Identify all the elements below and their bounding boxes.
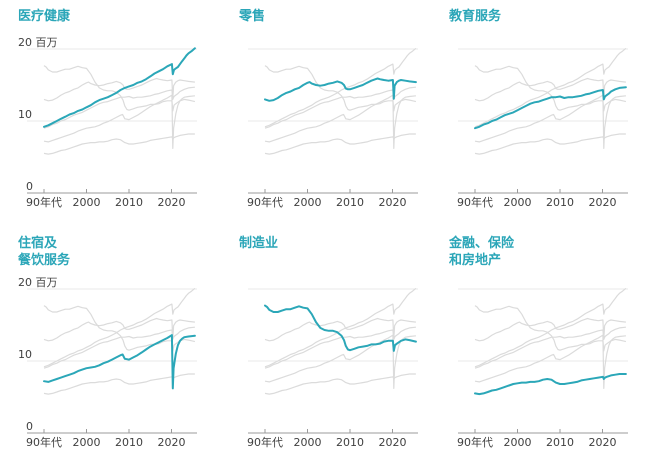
x-tick-label-2000: 2000 xyxy=(504,196,532,209)
highlight-line-manufacturing xyxy=(264,304,417,352)
context-line-healthcare xyxy=(264,47,417,128)
context-line-manufacturing xyxy=(264,65,417,112)
panel-title-finance-insurance-real-estate: 金融、保险 和房地产 xyxy=(449,236,515,268)
x-tick-label-2000: 2000 xyxy=(73,436,101,449)
x-tick-label-2010: 2010 xyxy=(115,196,143,209)
context-line-finance_insurance_real_estate xyxy=(264,373,416,395)
y-tick-label-10: 10 xyxy=(18,348,32,361)
x-tick-label-2010: 2010 xyxy=(336,436,364,449)
x-tick-label-90年代: 90年代 xyxy=(26,435,62,449)
context-line-finance_insurance_real_estate xyxy=(43,133,195,155)
context-line-accommodation_food xyxy=(43,94,195,149)
highlight-line-retail xyxy=(264,77,417,102)
context-line-accommodation_food xyxy=(474,334,626,389)
x-tick-label-2000: 2000 xyxy=(73,196,101,209)
x-tick-label-2010: 2010 xyxy=(336,196,364,209)
panel-title-healthcare: 医疗健康 xyxy=(18,9,71,24)
x-tick-label-2020: 2020 xyxy=(379,436,407,449)
y-tick-label-0: 0 xyxy=(26,180,33,193)
highlight-line-healthcare xyxy=(43,47,196,128)
panel-title-manufacturing: 制造业 xyxy=(239,236,279,251)
x-tick-label-90年代: 90年代 xyxy=(457,435,493,449)
context-line-education xyxy=(264,326,416,369)
context-line-finance_insurance_real_estate xyxy=(264,133,416,155)
y-tick-label-10: 10 xyxy=(18,108,32,121)
x-tick-label-2020: 2020 xyxy=(158,196,186,209)
chart-finance-insurance-real-estate: 90年代 2000 2010 2020 xyxy=(457,287,628,449)
x-tick-label-2000: 2000 xyxy=(504,436,532,449)
context-line-accommodation_food xyxy=(474,94,626,149)
chart-manufacturing: 90年代 2000 2010 2020 xyxy=(247,287,418,449)
context-line-manufacturing xyxy=(43,65,196,112)
panel-healthcare: 医疗健康 90年代 2000 2010 2020 20 百万 10 0 xyxy=(0,0,221,230)
context-line-accommodation_food xyxy=(264,94,416,149)
highlight-line-accommodation_food xyxy=(43,334,196,390)
context-line-education xyxy=(43,86,195,129)
highlight-line-finance_insurance_real_estate xyxy=(474,373,627,396)
context-line-healthcare xyxy=(43,287,196,368)
highlight-line-education xyxy=(474,86,627,130)
x-tick-label-2020: 2020 xyxy=(589,436,617,449)
y-tick-label-20: 20 百万 xyxy=(18,36,58,49)
panel-education: 教育服务 90年代 2000 2010 2020 xyxy=(431,0,650,230)
x-tick-label-2000: 2000 xyxy=(294,436,322,449)
chart-retail: 90年代 2000 2010 2020 xyxy=(247,47,418,209)
panel-title-accommodation-food: 住宿及 餐饮服务 xyxy=(18,236,71,268)
x-tick-label-2020: 2020 xyxy=(589,196,617,209)
context-line-accommodation_food xyxy=(264,334,416,389)
x-tick-label-2020: 2020 xyxy=(158,436,186,449)
panel-title-retail: 零售 xyxy=(239,9,266,24)
chart-healthcare: 90年代 2000 2010 2020 20 百万 10 0 xyxy=(18,36,197,209)
panel-finance-insurance-real-estate: 金融、保险 和房地产 90年代 2000 2010 2020 xyxy=(431,230,650,467)
chart-education: 90年代 2000 2010 2020 xyxy=(457,47,628,209)
x-tick-label-2010: 2010 xyxy=(546,436,574,449)
context-line-education xyxy=(43,326,195,369)
panel-accommodation-food: 住宿及 餐饮服务 90年代 2000 2010 2020 20 百万 10 0 xyxy=(0,230,221,467)
context-line-healthcare xyxy=(474,287,627,368)
x-tick-label-90年代: 90年代 xyxy=(26,195,62,209)
x-tick-label-90年代: 90年代 xyxy=(247,195,283,209)
context-line-healthcare xyxy=(474,47,627,128)
y-tick-label-20: 20 百万 xyxy=(18,276,58,289)
x-tick-label-90年代: 90年代 xyxy=(457,195,493,209)
x-tick-label-2000: 2000 xyxy=(294,196,322,209)
panel-manufacturing: 制造业 90年代 2000 2010 2020 xyxy=(221,230,431,467)
x-tick-label-2010: 2010 xyxy=(115,436,143,449)
x-tick-label-2010: 2010 xyxy=(546,196,574,209)
context-line-finance_insurance_real_estate xyxy=(474,133,626,155)
panel-title-education: 教育服务 xyxy=(449,9,502,24)
context-line-manufacturing xyxy=(474,305,627,352)
chart-accommodation-food: 90年代 2000 2010 2020 20 百万 10 0 xyxy=(18,276,197,449)
y-tick-label-0: 0 xyxy=(26,420,33,433)
x-tick-label-90年代: 90年代 xyxy=(247,435,283,449)
context-line-healthcare xyxy=(264,287,417,368)
panel-retail: 零售 90年代 2000 2010 2020 xyxy=(221,0,431,230)
context-line-manufacturing xyxy=(474,65,627,112)
context-line-education xyxy=(474,326,626,369)
x-tick-label-2020: 2020 xyxy=(379,196,407,209)
